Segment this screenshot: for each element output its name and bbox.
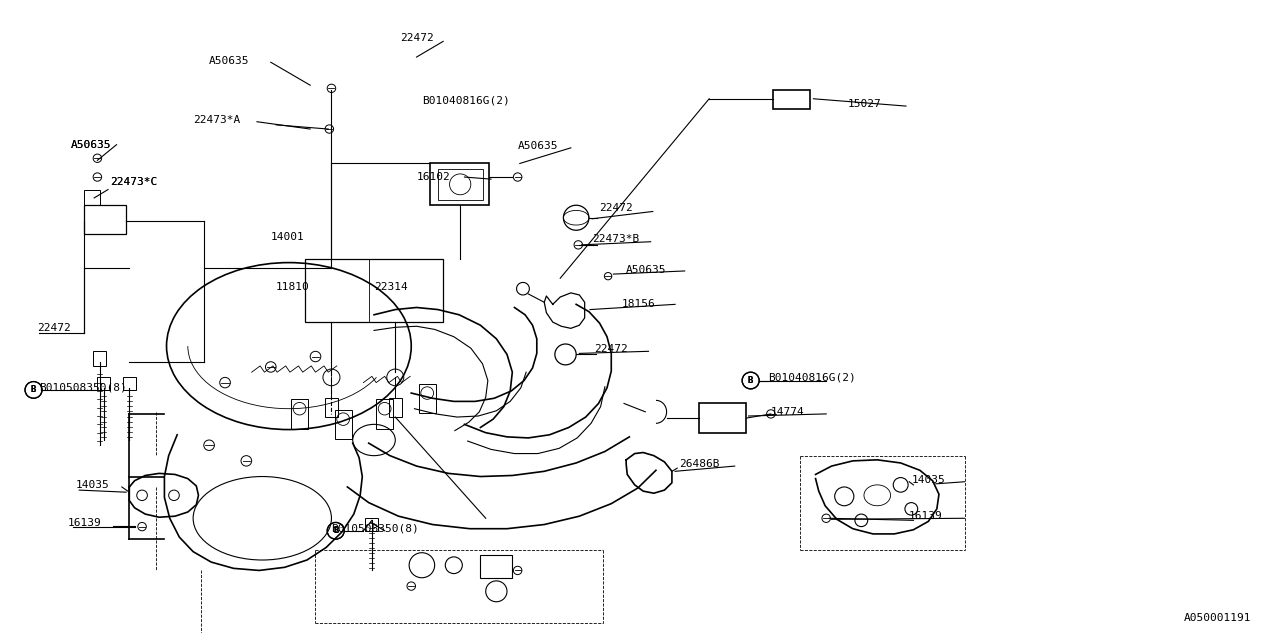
Text: A50635: A50635	[626, 265, 667, 275]
Bar	[389, 398, 402, 417]
Bar	[366, 518, 379, 531]
Text: 16139: 16139	[909, 511, 943, 521]
Bar	[305, 259, 443, 322]
Text: 15027: 15027	[847, 99, 881, 109]
Text: 22473*C: 22473*C	[110, 177, 157, 188]
Text: 22472: 22472	[37, 323, 70, 333]
Text: B: B	[748, 376, 754, 385]
Bar	[480, 555, 512, 578]
Text: B010508350(8): B010508350(8)	[38, 383, 127, 393]
Text: B: B	[748, 376, 754, 385]
Bar	[699, 403, 746, 433]
Bar	[83, 205, 127, 234]
Bar	[773, 90, 810, 109]
Text: B01040816G(2): B01040816G(2)	[422, 96, 509, 106]
Text: B: B	[333, 526, 338, 535]
Text: B: B	[333, 526, 338, 535]
Bar	[97, 378, 110, 390]
Text: A50635: A50635	[209, 56, 250, 66]
Text: 11810: 11810	[276, 282, 310, 292]
Text: A50635: A50635	[517, 141, 558, 151]
Bar	[291, 399, 308, 429]
Text: B: B	[31, 385, 36, 394]
Text: 14001: 14001	[271, 232, 305, 241]
Bar	[438, 169, 483, 200]
Text: 22473*A: 22473*A	[193, 115, 241, 125]
Bar	[334, 410, 352, 439]
Text: 14035: 14035	[911, 475, 945, 484]
Text: B: B	[31, 385, 36, 394]
Text: 22472: 22472	[401, 33, 434, 44]
Text: A50635: A50635	[70, 140, 111, 150]
Bar	[123, 378, 136, 390]
Text: 16139: 16139	[68, 518, 101, 529]
Text: 26486B: 26486B	[680, 459, 719, 469]
Text: A050001191: A050001191	[1184, 612, 1252, 623]
Text: 16102: 16102	[416, 172, 451, 182]
Bar	[419, 383, 435, 413]
Text: B010508350(8): B010508350(8)	[332, 524, 420, 534]
Text: 14035: 14035	[76, 480, 110, 490]
Text: B01040816G(2): B01040816G(2)	[768, 372, 855, 382]
Text: 22472: 22472	[599, 204, 634, 213]
Bar	[93, 351, 106, 366]
Text: A50635: A50635	[70, 140, 111, 150]
Text: 22473*C: 22473*C	[110, 177, 157, 188]
Text: 22472: 22472	[594, 344, 628, 354]
Bar	[376, 399, 393, 429]
Text: 22473*B: 22473*B	[593, 234, 640, 244]
Text: 18156: 18156	[622, 300, 655, 309]
Text: 22314: 22314	[374, 282, 408, 292]
Bar	[430, 163, 489, 205]
Bar	[325, 398, 338, 417]
Bar	[83, 189, 100, 205]
Text: 14774: 14774	[771, 407, 805, 417]
